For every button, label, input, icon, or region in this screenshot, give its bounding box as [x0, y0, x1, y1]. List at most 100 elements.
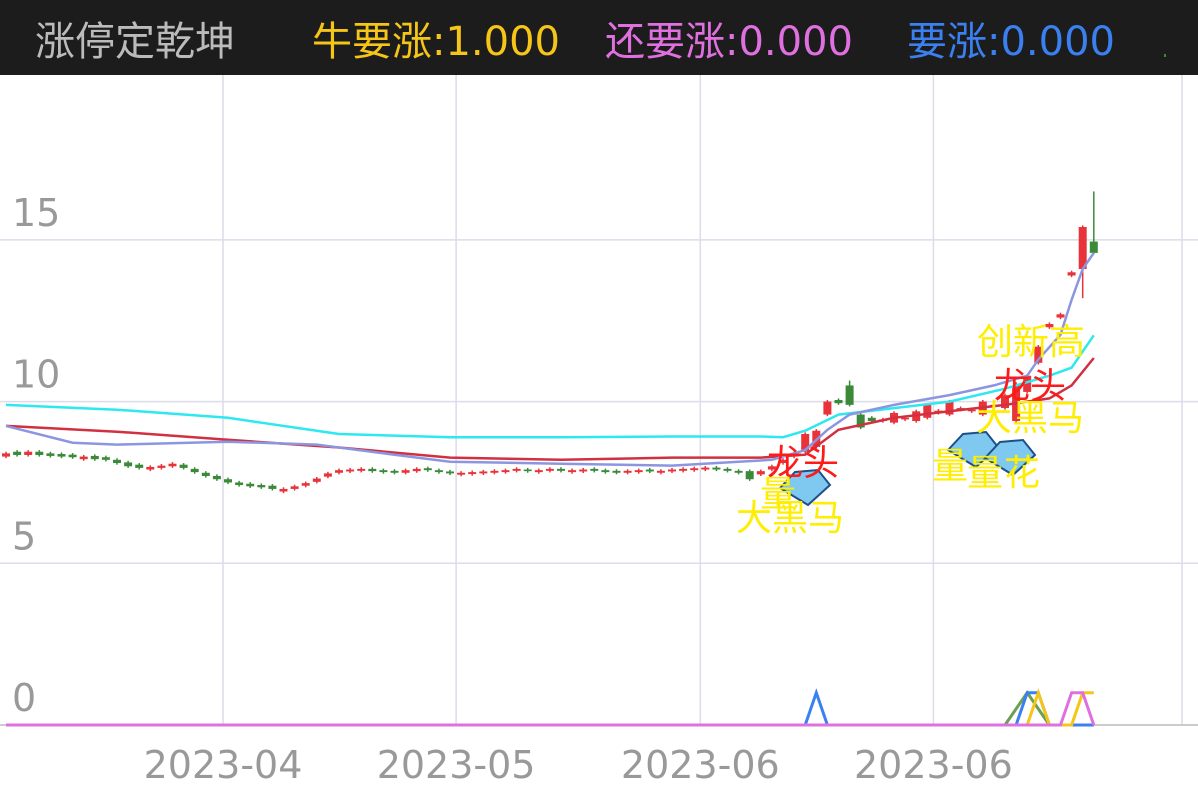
- candle-body: [301, 483, 310, 486]
- candle-body: [490, 470, 499, 473]
- candle-body: [224, 479, 232, 483]
- candle-body: [235, 482, 244, 486]
- candle-body: [113, 459, 121, 464]
- candle-body: [212, 475, 221, 480]
- candle-body: [323, 473, 332, 477]
- candle-body: [568, 470, 577, 473]
- candle-body: [901, 417, 910, 420]
- candle-body: [612, 470, 621, 473]
- header-title: 涨停定乾坤: [35, 19, 235, 65]
- candle-body: [124, 462, 133, 467]
- candle-body: [712, 467, 721, 470]
- ma-line: [5, 334, 1095, 439]
- header-bar: [0, 0, 1198, 75]
- candle-body: [723, 468, 732, 471]
- candle-body: [179, 464, 188, 468]
- candle-body: [534, 470, 543, 473]
- candle-body: [379, 470, 388, 473]
- candle-body: [135, 464, 144, 468]
- x-tick-label: 2023-06: [621, 743, 780, 787]
- signal-line: [6, 690, 1094, 727]
- candle-body: [679, 468, 688, 471]
- x-tick-label: 2023-05: [377, 743, 536, 787]
- candle-body: [656, 470, 665, 473]
- candle-body: [24, 451, 33, 455]
- indicator-value: 0.000: [738, 19, 853, 65]
- candle-body: [1001, 395, 1009, 409]
- candle-body: [1034, 346, 1043, 363]
- candle-body: [434, 470, 443, 473]
- candle-body: [1056, 314, 1065, 318]
- candle-body: [823, 401, 832, 415]
- diamond-icon: [983, 438, 1037, 477]
- indicator: 还要涨:0.000: [605, 19, 853, 65]
- candle-body: [745, 471, 754, 480]
- candle-body: [157, 465, 166, 468]
- y-tick-label: 5: [12, 514, 36, 558]
- candle-body: [1023, 375, 1032, 392]
- candle-body: [279, 488, 288, 492]
- candle-body: [779, 459, 787, 464]
- indicator-value: 0.000: [1000, 19, 1115, 65]
- indicator-name: 还要涨:: [605, 19, 738, 65]
- candle-body: [79, 456, 88, 460]
- indicator-value: 1.000: [445, 19, 560, 65]
- candle-body: [1078, 226, 1087, 270]
- candle-body: [801, 433, 810, 452]
- candle-body: [734, 470, 743, 473]
- candle-body: [90, 455, 99, 460]
- signal-line: [6, 688, 1094, 727]
- candle-body: [557, 468, 565, 471]
- candle-body: [268, 485, 277, 489]
- candle-body: [246, 483, 255, 487]
- annotation: 大黑马: [976, 398, 1084, 439]
- candle-body: [35, 451, 44, 455]
- candle-body: [945, 401, 954, 415]
- candle-body: [401, 470, 410, 473]
- candle-body: [2, 453, 10, 457]
- candle-body: [46, 453, 55, 456]
- candle-body: [335, 470, 343, 473]
- annotation: 量: [967, 453, 1003, 494]
- candle-body: [967, 409, 976, 412]
- candle-body: [168, 463, 177, 467]
- candle-body: [13, 451, 22, 455]
- candle-body: [923, 404, 932, 418]
- candle-body: [701, 467, 710, 470]
- candle-body: [457, 472, 466, 475]
- candle-body: [867, 417, 876, 422]
- candle-body: [190, 468, 199, 473]
- candle-body: [479, 471, 488, 474]
- candle-body: [446, 471, 454, 474]
- candle-body: [201, 472, 210, 476]
- candle-body: [290, 486, 299, 489]
- annotation: 量: [760, 474, 796, 515]
- candle-body: [423, 468, 432, 471]
- candle-body: [412, 468, 421, 472]
- ma-line: [5, 252, 1095, 467]
- x-tick-label: 2023-06: [854, 743, 1013, 787]
- indicator-name: 要涨:: [907, 19, 1000, 65]
- x-tick-label: 2023-04: [144, 743, 303, 787]
- candle-body: [468, 472, 477, 475]
- signal-line: [6, 688, 1094, 727]
- candle-body: [357, 468, 366, 471]
- plot: 0 5 10 15 2023-04 2023-05 2023-06 2023-06: [0, 75, 1198, 787]
- y-tick-label: 15: [12, 191, 60, 235]
- candle-body: [690, 468, 699, 471]
- diamond-icon: [778, 468, 832, 507]
- candle-body: [1089, 241, 1098, 253]
- candle-body: [756, 471, 765, 475]
- candle-body: [501, 470, 510, 473]
- candle-body: [601, 470, 610, 473]
- candle-body: [368, 468, 377, 472]
- annotation: 花: [1004, 453, 1040, 494]
- candle-body: [668, 469, 676, 472]
- indicator: 牛要涨:1.000: [312, 19, 560, 65]
- candle-body: [545, 468, 554, 471]
- indicator-name: 牛要涨:: [312, 19, 445, 65]
- signal-line: [6, 691, 1096, 727]
- candle-body: [1067, 272, 1076, 276]
